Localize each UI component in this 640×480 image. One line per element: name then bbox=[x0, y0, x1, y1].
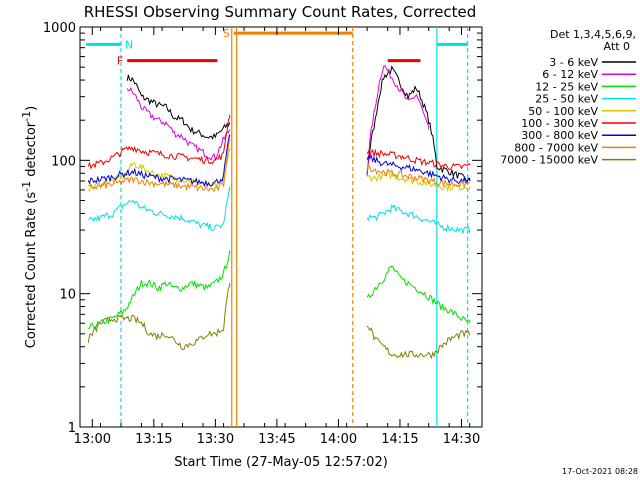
x-axis: 13:00 13:15 13:30 13:45 14:00 14:15 14:30 bbox=[74, 27, 480, 447]
legend-entry-label: 100 - 300 keV bbox=[521, 117, 598, 130]
x-tick-label: 14:15 bbox=[381, 432, 418, 447]
series-line bbox=[88, 186, 231, 232]
series-line bbox=[366, 265, 471, 324]
series-line bbox=[366, 325, 471, 360]
series-line bbox=[87, 283, 231, 351]
series-line bbox=[366, 163, 471, 189]
y-axis-label-end: ) bbox=[24, 106, 39, 111]
series-line bbox=[87, 134, 231, 188]
markers-layer bbox=[120, 27, 469, 427]
x-tick-label: 13:30 bbox=[197, 432, 234, 447]
flag-label: S bbox=[223, 27, 230, 40]
series-line bbox=[366, 171, 471, 193]
series-line bbox=[88, 147, 231, 192]
x-tick-label: 13:45 bbox=[258, 432, 295, 447]
series-line bbox=[366, 148, 471, 170]
legend-header-line2: Att 0 bbox=[604, 40, 630, 53]
series-line bbox=[366, 204, 471, 234]
plot-frame bbox=[79, 26, 483, 428]
y-axis-label-sup2: -1 bbox=[20, 111, 33, 122]
series-line bbox=[87, 114, 231, 170]
legend-entry-label: 25 - 50 keV bbox=[535, 93, 598, 106]
series-line bbox=[126, 74, 231, 141]
series-line bbox=[366, 64, 430, 177]
flag-label: N bbox=[125, 38, 133, 51]
series-line bbox=[366, 154, 471, 185]
y-axis-label-sup1: -1 bbox=[20, 181, 33, 192]
timestamp: 17-Oct-2021 08:28 bbox=[562, 467, 638, 476]
legend-entry-label: 50 - 100 keV bbox=[528, 105, 598, 118]
y-axis-label-mid: detector bbox=[24, 121, 39, 181]
legend-header-line1: Det 1,3,4,5,6,9, bbox=[550, 28, 636, 41]
series-line bbox=[366, 65, 471, 183]
series-line bbox=[126, 87, 231, 162]
chart-title: RHESSI Observing Summary Count Rates, Co… bbox=[84, 3, 477, 21]
y-axis-label: Corrected Count Rate (s-1 detector-1) bbox=[20, 106, 39, 348]
y-tick-label: 100 bbox=[51, 154, 76, 169]
flags-layer: F S N bbox=[86, 27, 468, 68]
y-axis: 1 10 100 1000 bbox=[43, 21, 482, 436]
y-tick-label: 10 bbox=[59, 288, 76, 303]
x-tick-label: 14:30 bbox=[443, 432, 480, 447]
series-layer bbox=[87, 64, 471, 360]
x-tick-label: 13:00 bbox=[74, 432, 111, 447]
y-tick-label: 1 bbox=[68, 421, 76, 436]
x-tick-label: 14:00 bbox=[320, 432, 357, 447]
series-line bbox=[88, 137, 231, 193]
legend-entry-label: 3 - 6 keV bbox=[549, 56, 598, 69]
legend-entry-label: 7000 - 15000 keV bbox=[500, 154, 598, 167]
x-axis-label: Start Time (27-May-05 12:57:02) bbox=[174, 455, 388, 470]
flag-label: F bbox=[117, 55, 123, 68]
legend-entry-label: 300 - 800 keV bbox=[521, 129, 598, 142]
legend-entry-label: 800 - 7000 keV bbox=[514, 141, 598, 154]
x-tick-label: 13:15 bbox=[135, 432, 172, 447]
legend-entry-label: 12 - 25 keV bbox=[535, 80, 598, 93]
y-axis-label-main: Corrected Count Rate (s bbox=[24, 192, 39, 349]
legend-entry-label: 6 - 12 keV bbox=[542, 68, 598, 81]
y-tick-label: 1000 bbox=[43, 21, 76, 36]
series-line bbox=[87, 250, 231, 330]
